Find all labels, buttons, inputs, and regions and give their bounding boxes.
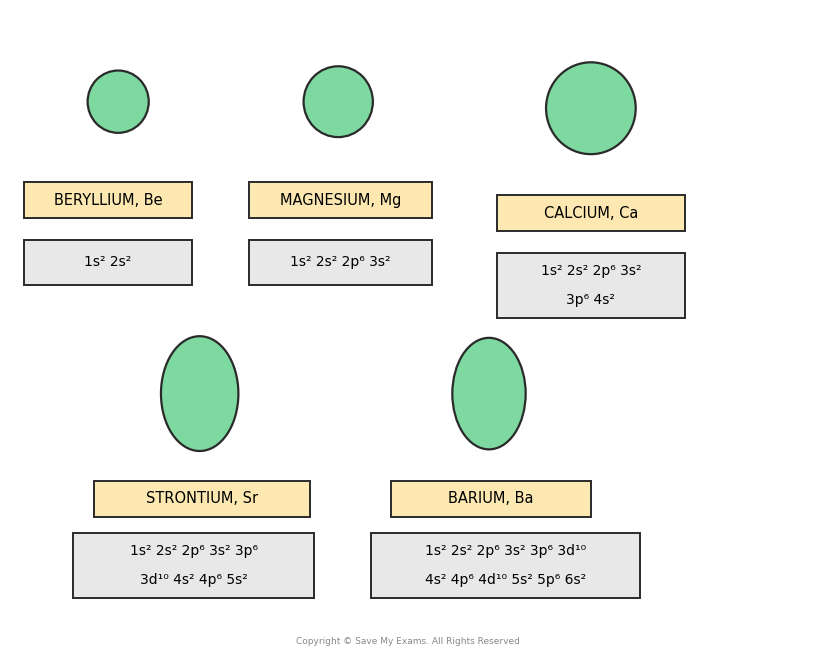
- FancyBboxPatch shape: [497, 195, 685, 231]
- Text: 4s² 4p⁶ 4d¹⁰ 5s² 5p⁶ 6s²: 4s² 4p⁶ 4d¹⁰ 5s² 5p⁶ 6s²: [425, 573, 586, 587]
- FancyBboxPatch shape: [391, 480, 591, 517]
- Ellipse shape: [546, 62, 636, 154]
- FancyBboxPatch shape: [94, 480, 310, 517]
- FancyBboxPatch shape: [497, 253, 685, 318]
- FancyBboxPatch shape: [249, 182, 432, 218]
- FancyBboxPatch shape: [24, 182, 192, 218]
- Text: 1s² 2s² 2p⁶ 3s² 3p⁶ 3d¹⁰: 1s² 2s² 2p⁶ 3s² 3p⁶ 3d¹⁰: [425, 544, 586, 558]
- FancyBboxPatch shape: [249, 240, 432, 285]
- Text: 1s² 2s² 2p⁶ 3s² 3p⁶: 1s² 2s² 2p⁶ 3s² 3p⁶: [130, 544, 258, 558]
- Ellipse shape: [88, 71, 149, 133]
- Text: 1s² 2s²: 1s² 2s²: [85, 255, 131, 270]
- Text: 3d¹⁰ 4s² 4p⁶ 5s²: 3d¹⁰ 4s² 4p⁶ 5s²: [139, 573, 248, 587]
- Ellipse shape: [303, 66, 372, 137]
- Text: 1s² 2s² 2p⁶ 3s²: 1s² 2s² 2p⁶ 3s²: [290, 255, 390, 270]
- Text: MAGNESIUM, Mg: MAGNESIUM, Mg: [280, 193, 401, 207]
- Ellipse shape: [452, 338, 526, 449]
- Text: 3p⁶ 4s²: 3p⁶ 4s²: [566, 293, 615, 307]
- Text: 1s² 2s² 2p⁶ 3s²: 1s² 2s² 2p⁶ 3s²: [540, 264, 641, 278]
- Text: BERYLLIUM, Be: BERYLLIUM, Be: [54, 193, 162, 207]
- Text: STRONTIUM, Sr: STRONTIUM, Sr: [146, 491, 258, 506]
- FancyBboxPatch shape: [371, 533, 640, 598]
- FancyBboxPatch shape: [73, 533, 314, 598]
- Text: CALCIUM, Ca: CALCIUM, Ca: [544, 206, 638, 220]
- Text: BARIUM, Ba: BARIUM, Ba: [448, 491, 534, 506]
- FancyBboxPatch shape: [24, 240, 192, 285]
- Text: Copyright © Save My Exams. All Rights Reserved: Copyright © Save My Exams. All Rights Re…: [296, 637, 519, 646]
- Ellipse shape: [161, 336, 238, 451]
